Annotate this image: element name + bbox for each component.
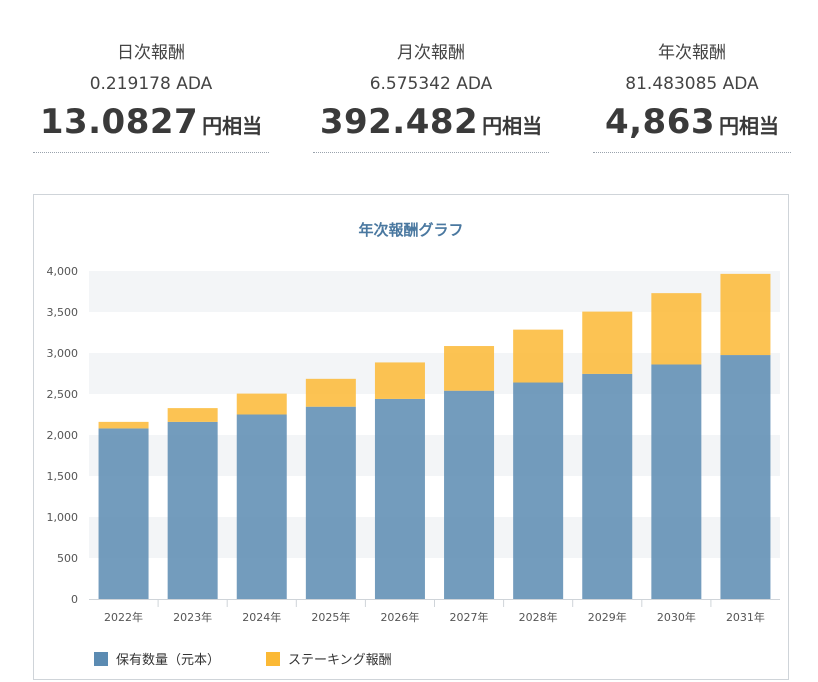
x-tick-label: 2025年 (311, 610, 350, 624)
reward-summary: 日次報酬 0.219178 ADA 13.0827 円相当 月次報酬 6.5753… (0, 0, 818, 160)
bar-staking (651, 293, 702, 365)
legend-label-principal: 保有数量（元本） (116, 653, 221, 668)
bar-staking (720, 273, 771, 356)
y-tick-label: 2,500 (47, 388, 79, 401)
monthly-reward-label: 月次報酬 (397, 43, 465, 63)
y-tick-label: 500 (57, 552, 78, 565)
bar-staking (374, 362, 425, 399)
stacked-bar-chart: 0 500 1,000 1,500 2,000 2,500 3,000 3,500 4,000 2… (47, 265, 780, 624)
divider (33, 152, 269, 153)
bar-principal (236, 414, 287, 599)
bar-principal (305, 406, 356, 599)
daily-reward-yen: 13.0827 円相当 (33, 102, 269, 142)
bar-staking (167, 408, 218, 422)
bar-principal (374, 398, 425, 599)
y-tick-label: 1,500 (47, 470, 79, 483)
bar-principal (513, 382, 564, 599)
yearly-reward-ada: 81.483085 ADA (625, 74, 759, 94)
bar-principal (720, 355, 771, 599)
x-tick-label: 2031年 (726, 610, 765, 624)
x-tick-label: 2024年 (242, 610, 281, 624)
bar-principal (651, 364, 702, 599)
monthly-reward-yen-unit: 円相当 (482, 114, 543, 138)
y-tick-label: 4,000 (47, 265, 79, 278)
monthly-reward-yen: 392.482 円相当 (313, 102, 549, 142)
y-tick-label: 3,500 (47, 306, 79, 319)
bar-staking (444, 346, 495, 391)
x-tick-label: 2028年 (519, 610, 558, 624)
legend-item-staking[interactable]: ステーキング報酬 (266, 649, 392, 668)
yearly-reward-label: 年次報酬 (658, 43, 726, 63)
bar-staking (236, 393, 287, 415)
monthly-reward-yen-value: 392.482 (319, 102, 479, 142)
daily-reward-yen-value: 13.0827 (39, 102, 199, 142)
x-tick-label: 2029年 (588, 610, 627, 624)
yearly-reward-yen: 4,863 円相当 (593, 102, 791, 142)
bar-staking (513, 329, 564, 383)
daily-reward-label: 日次報酬 (117, 43, 185, 63)
yearly-reward-yen-unit: 円相当 (719, 114, 780, 138)
monthly-reward-ada: 6.575342 ADA (369, 74, 493, 94)
bar-staking (305, 378, 356, 407)
legend-item-principal[interactable]: 保有数量（元本） (94, 649, 220, 668)
y-tick-label: 1,000 (47, 511, 79, 524)
bar-principal (582, 373, 633, 599)
y-tick-label: 2,000 (47, 429, 79, 442)
bar-principal (167, 421, 218, 599)
yearly-reward-yen-value: 4,863 (604, 102, 716, 142)
bar-principal (98, 428, 149, 599)
y-tick-label: 0 (71, 593, 78, 606)
x-tick-label: 2030年 (657, 610, 696, 624)
legend-swatch-staking (266, 652, 280, 666)
bar-staking (582, 311, 633, 374)
divider (593, 152, 791, 153)
y-tick-label: 3,000 (47, 347, 79, 360)
x-tick-label: 2026年 (380, 610, 419, 624)
x-tick-label: 2022年 (104, 610, 143, 624)
legend-label-staking: ステーキング報酬 (288, 653, 392, 668)
bar-staking (98, 421, 149, 429)
x-tick-label: 2027年 (450, 610, 489, 624)
legend-swatch-principal (94, 652, 108, 666)
daily-reward-yen-unit: 円相当 (202, 114, 263, 138)
daily-reward-ada: 0.219178 ADA (89, 74, 213, 94)
bar-principal (444, 390, 495, 599)
chart-title: 年次報酬グラフ (358, 221, 464, 239)
chart-panel: 年次報酬グラフ 0 500 1,000 1,500 2,000 2,500 3,000 3,5… (33, 194, 789, 680)
divider (313, 152, 549, 153)
x-tick-label: 2023年 (173, 610, 212, 624)
